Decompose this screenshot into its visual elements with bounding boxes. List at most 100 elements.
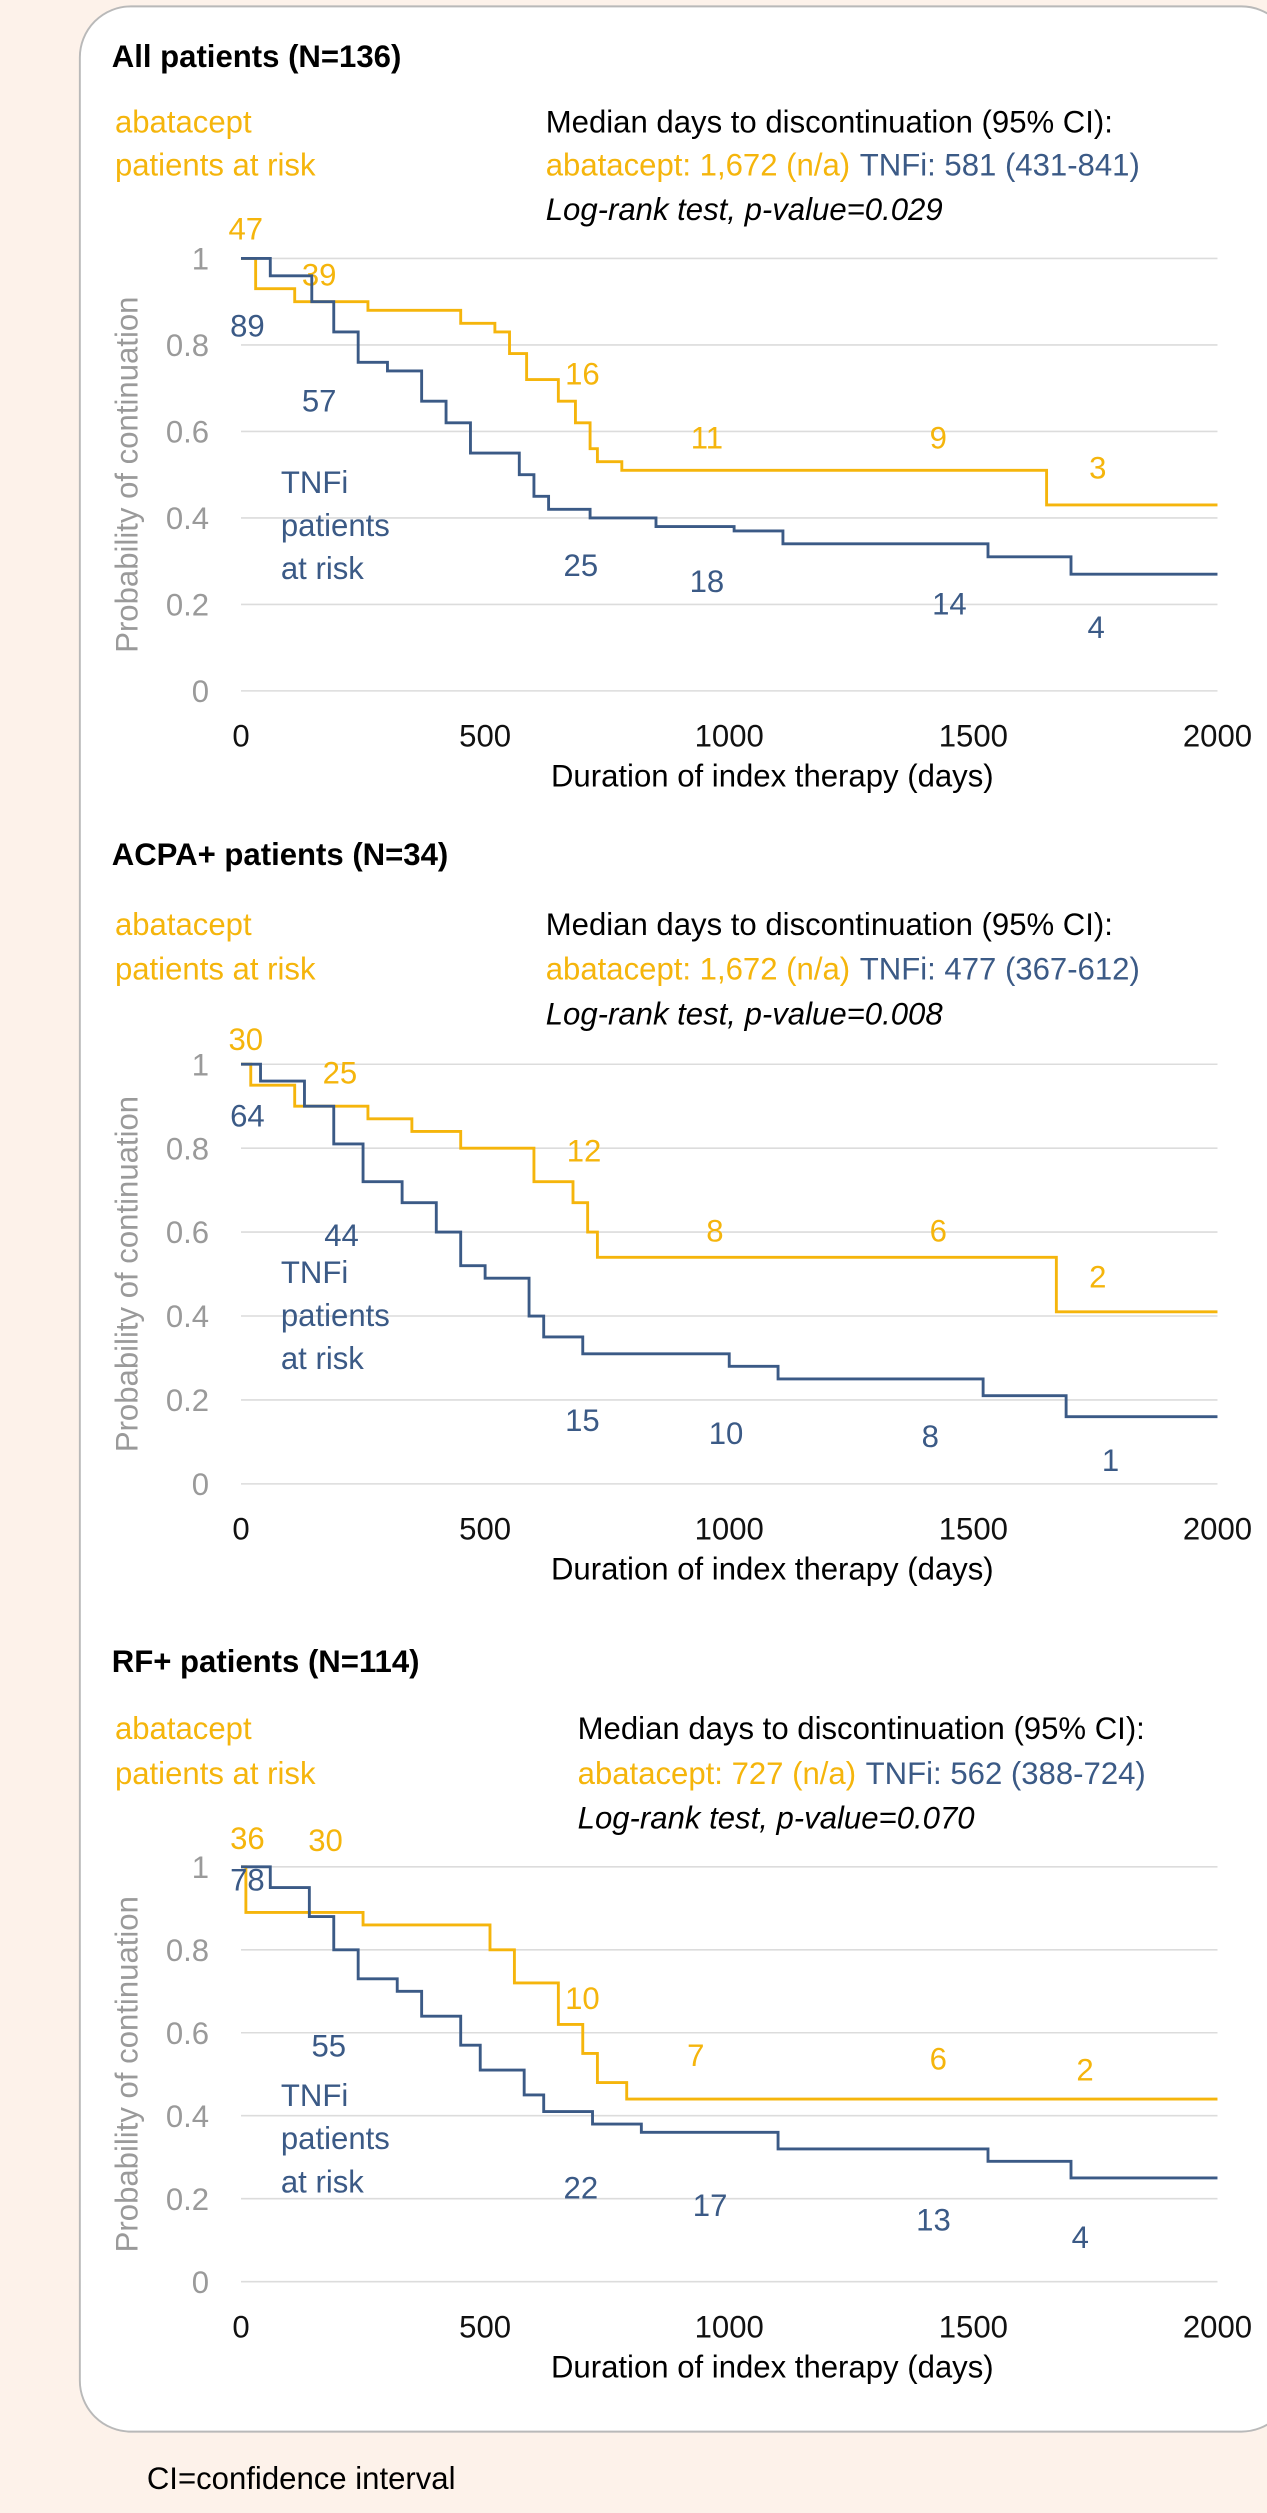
survival-curve bbox=[240, 1865, 1218, 2101]
y-tick-label: 0.8 bbox=[166, 1131, 209, 1166]
subtitle: Median days to discontinuation (95% CI): bbox=[578, 1711, 1145, 1746]
at-risk-count: 3 bbox=[1089, 451, 1106, 486]
legend-label: patients bbox=[281, 1298, 390, 1333]
at-risk-count: 10 bbox=[565, 1981, 600, 2016]
at-risk-count: 25 bbox=[323, 1055, 358, 1090]
median-line: abatacept: 1,672 (n/a) TNFi: 581 (431-841… bbox=[546, 148, 1140, 183]
at-risk-count: 16 bbox=[565, 357, 600, 392]
y-axis-label: Probability of continuation bbox=[109, 297, 144, 653]
median-label: abatacept: 727 (n/a) bbox=[578, 1756, 856, 1791]
y-tick-label: 1 bbox=[192, 242, 209, 277]
at-risk-count: 10 bbox=[709, 1416, 744, 1451]
x-tick-label: 500 bbox=[459, 1512, 511, 1547]
at-risk-count: 30 bbox=[228, 1022, 263, 1057]
x-tick-label: 2000 bbox=[1183, 2309, 1252, 2344]
at-risk-count: 12 bbox=[567, 1134, 602, 1169]
x-tick-label: 1500 bbox=[939, 719, 1008, 754]
median-label: TNFi: 562 (388-724) bbox=[866, 1756, 1146, 1791]
at-risk-count: 17 bbox=[693, 2188, 728, 2223]
at-risk-count: 64 bbox=[230, 1098, 265, 1133]
footnote: CI=confidence interval bbox=[147, 2461, 456, 2496]
x-tick-label: 2000 bbox=[1183, 719, 1252, 754]
survival-curve bbox=[240, 257, 1218, 576]
x-tick-label: 500 bbox=[459, 2309, 511, 2344]
legend-label: patients at risk bbox=[115, 952, 316, 987]
at-risk-count: 57 bbox=[302, 384, 337, 419]
y-tick-label: 0.2 bbox=[166, 588, 209, 623]
median-line: abatacept: 727 (n/a) TNFi: 562 (388-724) bbox=[578, 1756, 1146, 1791]
legend-label: abatacept bbox=[115, 104, 252, 139]
legend-label: abatacept bbox=[115, 907, 252, 942]
legend-label: patients bbox=[281, 2121, 390, 2156]
legend-label: patients bbox=[281, 508, 390, 543]
annotation: Log-rank test, p-value=0.029 bbox=[546, 192, 943, 227]
legend-label: at risk bbox=[281, 1341, 364, 1376]
y-tick-label: 0.2 bbox=[166, 1383, 209, 1418]
at-risk-count: 36 bbox=[230, 1821, 265, 1856]
at-risk-count: 89 bbox=[230, 309, 265, 344]
y-tick-label: 0.6 bbox=[166, 1215, 209, 1250]
annotation: Log-rank test, p-value=0.070 bbox=[578, 1801, 976, 1836]
legend-label: patients at risk bbox=[115, 148, 316, 183]
x-tick-label: 1000 bbox=[695, 719, 764, 754]
at-risk-count: 15 bbox=[565, 1403, 600, 1438]
at-risk-count: 4 bbox=[1088, 610, 1105, 645]
at-risk-count: 22 bbox=[564, 2171, 599, 2206]
at-risk-count: 7 bbox=[687, 2038, 704, 2073]
x-tick-label: 2000 bbox=[1183, 1512, 1252, 1547]
at-risk-count: 2 bbox=[1089, 1260, 1106, 1295]
y-axis-label: Probability of continuation bbox=[109, 1096, 144, 1452]
at-risk-count: 6 bbox=[930, 1213, 947, 1248]
y-tick-label: 0.4 bbox=[166, 1299, 209, 1334]
x-tick-label: 0 bbox=[232, 1512, 249, 1547]
y-tick-label: 0.4 bbox=[166, 2099, 209, 2134]
median-label: abatacept: 1,672 (n/a) bbox=[546, 952, 850, 987]
y-tick-label: 1 bbox=[192, 1047, 209, 1082]
y-tick-label: 0 bbox=[192, 1467, 209, 1502]
at-risk-count: 18 bbox=[690, 564, 725, 599]
y-tick-label: 0.6 bbox=[166, 415, 209, 450]
at-risk-count: 55 bbox=[311, 2029, 346, 2064]
legend-label: TNFi bbox=[281, 1255, 348, 1290]
x-axis-label: Duration of index therapy (days) bbox=[551, 2349, 994, 2384]
x-tick-label: 500 bbox=[459, 719, 511, 754]
x-tick-label: 0 bbox=[232, 719, 249, 754]
at-risk-count: 6 bbox=[930, 2041, 947, 2076]
median-label: TNFi: 477 (367-612) bbox=[860, 952, 1140, 987]
median-label: abatacept: 1,672 (n/a) bbox=[546, 148, 850, 183]
legend-label: at risk bbox=[281, 551, 364, 586]
legend-label: at risk bbox=[281, 2164, 364, 2199]
at-risk-count: 30 bbox=[308, 1823, 343, 1858]
y-tick-label: 1 bbox=[192, 1850, 209, 1885]
y-tick-label: 0.4 bbox=[166, 501, 209, 536]
at-risk-count: 78 bbox=[230, 1863, 265, 1898]
at-risk-count: 13 bbox=[916, 2203, 951, 2238]
x-tick-label: 1500 bbox=[939, 1512, 1008, 1547]
at-risk-count: 8 bbox=[922, 1419, 939, 1454]
chart-title: ACPA+ patients (N=34) bbox=[112, 837, 449, 872]
y-tick-label: 0.8 bbox=[166, 1933, 209, 1968]
panel-frame bbox=[78, 5, 1267, 2433]
legend-label: TNFi bbox=[281, 465, 348, 500]
y-tick-label: 0.2 bbox=[166, 2182, 209, 2217]
survival-curve bbox=[240, 1865, 1218, 2180]
at-risk-count: 14 bbox=[932, 586, 967, 621]
at-risk-count: 2 bbox=[1076, 2053, 1093, 2088]
subtitle: Median days to discontinuation (95% CI): bbox=[546, 907, 1113, 942]
median-label: TNFi: 581 (431-841) bbox=[860, 148, 1140, 183]
x-tick-label: 0 bbox=[232, 2309, 249, 2344]
at-risk-count: 44 bbox=[324, 1218, 359, 1253]
legend-label: patients at risk bbox=[115, 1756, 316, 1791]
survival-curve bbox=[240, 1062, 1218, 1314]
legend-label: abatacept bbox=[115, 1711, 252, 1746]
x-tick-label: 1000 bbox=[695, 1512, 764, 1547]
x-tick-label: 1500 bbox=[939, 2309, 1008, 2344]
x-tick-label: 1000 bbox=[695, 2309, 764, 2344]
at-risk-count: 9 bbox=[930, 420, 947, 455]
survival-curve bbox=[240, 1062, 1218, 1419]
subtitle: Median days to discontinuation (95% CI): bbox=[546, 104, 1113, 139]
median-line: abatacept: 1,672 (n/a) TNFi: 477 (367-612… bbox=[546, 952, 1140, 987]
at-risk-count: 11 bbox=[691, 420, 723, 455]
x-axis-label: Duration of index therapy (days) bbox=[551, 1552, 994, 1587]
at-risk-count: 47 bbox=[228, 211, 263, 246]
